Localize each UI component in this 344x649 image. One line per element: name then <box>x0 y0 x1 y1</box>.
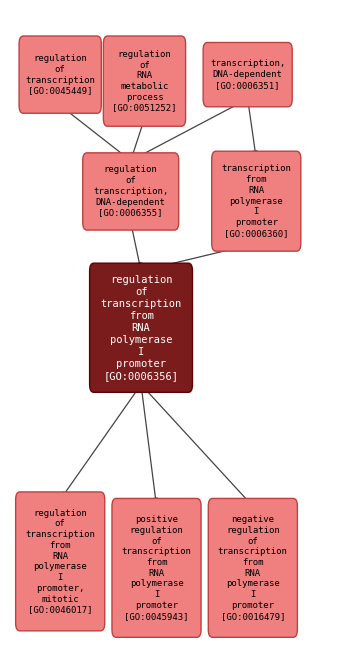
Text: regulation
of
transcription,
DNA-dependent
[GO:0006355]: regulation of transcription, DNA-depende… <box>93 165 168 217</box>
Text: transcription
from
RNA
polymerase
I
promoter
[GO:0006360]: transcription from RNA polymerase I prom… <box>221 164 291 238</box>
Text: transcription,
DNA-dependent
[GO:0006351]: transcription, DNA-dependent [GO:0006351… <box>210 60 285 90</box>
FancyBboxPatch shape <box>16 492 105 631</box>
FancyBboxPatch shape <box>89 263 193 392</box>
FancyBboxPatch shape <box>112 498 201 637</box>
FancyBboxPatch shape <box>208 498 297 637</box>
Text: regulation
of
transcription
from
RNA
polymerase
I
promoter
[GO:0006356]: regulation of transcription from RNA pol… <box>100 275 182 381</box>
Text: positive
regulation
of
transcription
from
RNA
polymerase
I
promoter
[GO:0045943]: positive regulation of transcription fro… <box>121 515 192 620</box>
FancyBboxPatch shape <box>212 151 301 251</box>
FancyBboxPatch shape <box>203 43 292 106</box>
Text: regulation
of
transcription
from
RNA
polymerase
I
promoter,
mitotic
[GO:0046017]: regulation of transcription from RNA pol… <box>25 509 95 614</box>
Text: negative
regulation
of
transcription
from
RNA
polymerase
I
promoter
[GO:0016479]: negative regulation of transcription fro… <box>218 515 288 620</box>
FancyBboxPatch shape <box>19 36 101 113</box>
Text: regulation
of
RNA
metabolic
process
[GO:0051252]: regulation of RNA metabolic process [GO:… <box>112 50 177 112</box>
FancyBboxPatch shape <box>103 36 186 126</box>
FancyBboxPatch shape <box>83 153 179 230</box>
Text: regulation
of
transcription
[GO:0045449]: regulation of transcription [GO:0045449] <box>25 54 95 95</box>
